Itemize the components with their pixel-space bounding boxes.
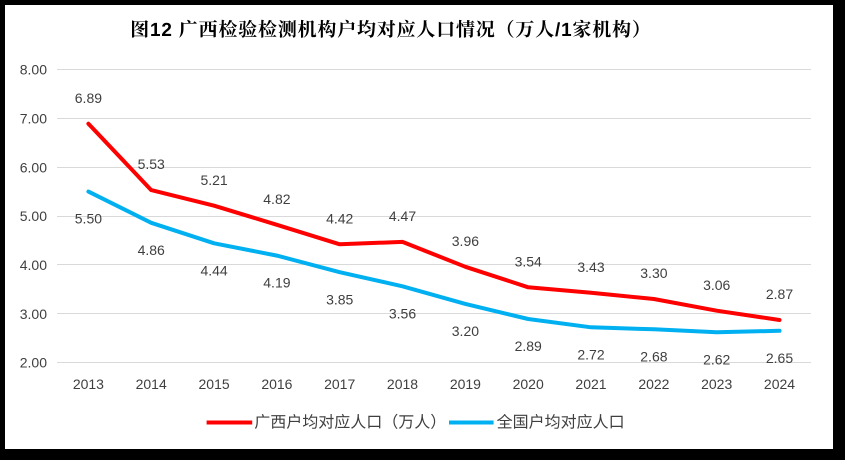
- svg-text:2013: 2013: [73, 376, 104, 392]
- svg-text:2.00: 2.00: [20, 355, 47, 371]
- svg-text:3.20: 3.20: [452, 323, 479, 339]
- svg-text:4.86: 4.86: [138, 242, 165, 258]
- svg-text:4.47: 4.47: [389, 208, 416, 224]
- svg-text:3.06: 3.06: [703, 277, 730, 293]
- svg-text:5.21: 5.21: [200, 172, 227, 188]
- svg-text:2022: 2022: [638, 376, 669, 392]
- svg-text:5.50: 5.50: [75, 211, 102, 227]
- svg-text:2.68: 2.68: [640, 348, 667, 364]
- svg-text:2.62: 2.62: [703, 351, 730, 367]
- svg-text:6.89: 6.89: [75, 90, 102, 106]
- svg-text:4.19: 4.19: [263, 275, 290, 291]
- svg-text:2.72: 2.72: [577, 346, 604, 362]
- svg-text:2017: 2017: [324, 376, 355, 392]
- svg-text:2014: 2014: [136, 376, 167, 392]
- svg-text:2015: 2015: [199, 376, 230, 392]
- svg-text:2020: 2020: [513, 376, 544, 392]
- svg-text:6.00: 6.00: [20, 159, 47, 175]
- svg-text:5.00: 5.00: [20, 208, 47, 224]
- svg-text:3.54: 3.54: [515, 253, 542, 269]
- svg-text:7.00: 7.00: [20, 110, 47, 126]
- svg-text:4.82: 4.82: [263, 191, 290, 207]
- svg-text:2.87: 2.87: [766, 286, 793, 302]
- svg-text:4.00: 4.00: [20, 257, 47, 273]
- svg-text:2019: 2019: [450, 376, 481, 392]
- svg-text:2024: 2024: [764, 376, 795, 392]
- svg-text:2018: 2018: [387, 376, 418, 392]
- svg-text:3.00: 3.00: [20, 306, 47, 322]
- svg-text:8.00: 8.00: [20, 62, 47, 78]
- svg-text:4.44: 4.44: [200, 262, 227, 278]
- svg-text:4.42: 4.42: [326, 210, 353, 226]
- svg-text:5.53: 5.53: [138, 156, 165, 172]
- svg-text:3.85: 3.85: [326, 291, 353, 307]
- svg-text:2016: 2016: [261, 376, 292, 392]
- svg-text:2.65: 2.65: [766, 350, 793, 366]
- svg-text:3.96: 3.96: [452, 233, 479, 249]
- svg-text:2.89: 2.89: [515, 338, 542, 354]
- svg-text:3.56: 3.56: [389, 305, 416, 321]
- svg-text:2023: 2023: [701, 376, 732, 392]
- svg-text:3.30: 3.30: [640, 265, 667, 281]
- svg-text:3.43: 3.43: [577, 259, 604, 275]
- svg-text:2021: 2021: [575, 376, 606, 392]
